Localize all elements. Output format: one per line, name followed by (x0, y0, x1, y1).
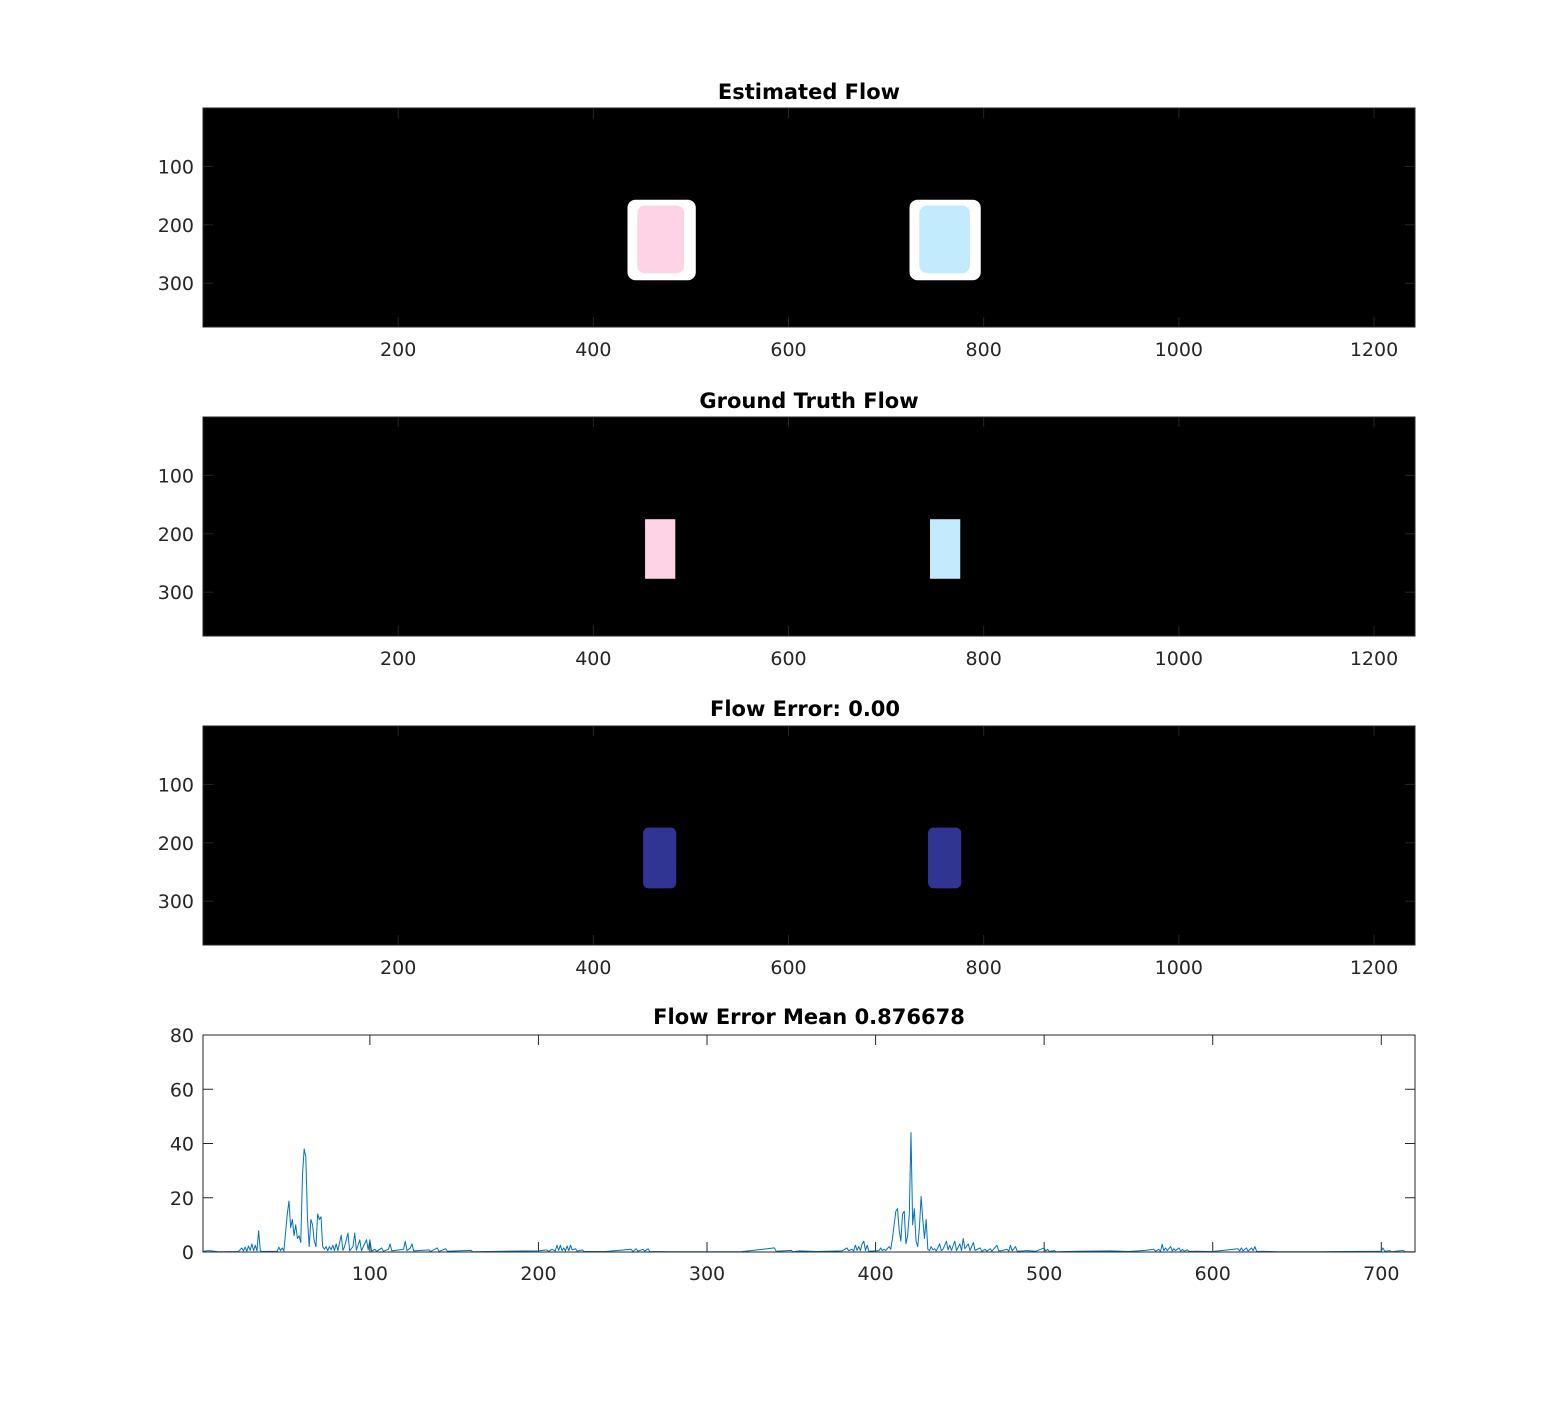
line-plot-background (203, 1035, 1415, 1252)
flow-blob (928, 827, 962, 889)
x-tick-label: 100 (352, 1263, 388, 1285)
flow-blob (643, 827, 677, 889)
y-tick-label: 200 (158, 524, 194, 546)
x-tick-label: 700 (1363, 1263, 1399, 1285)
ground-truth-flow-y-axis: 100 200 300 (158, 465, 1415, 604)
x-tick-label: 800 (966, 648, 1002, 670)
x-tick-label: 1200 (1350, 957, 1398, 979)
x-tick-label: 600 (770, 648, 806, 670)
flow-error-title: Flow Error: 0.00 (710, 697, 900, 721)
x-tick-label: 300 (689, 1263, 725, 1285)
y-tick-label: 200 (158, 833, 194, 855)
estimated-flow-panel: Estimated Flow 200 400 600 800 1000 1200 100 2… (158, 80, 1416, 361)
estimated-flow-title: Estimated Flow (718, 80, 900, 104)
y-tick-label: 300 (158, 891, 194, 913)
x-tick-label: 500 (1026, 1263, 1062, 1285)
line-plot-frame (202, 1034, 1416, 1253)
image-background (203, 726, 1415, 945)
x-tick-label: 200 (380, 648, 416, 670)
flow-blob (637, 205, 685, 274)
flow-blob (919, 205, 971, 274)
y-tick-label: 40 (170, 1134, 194, 1156)
x-tick-label: 600 (770, 339, 806, 361)
y-tick-label: 80 (170, 1025, 194, 1047)
x-tick-label: 400 (575, 339, 611, 361)
flow-error-mean-x-axis: 100 200 300 400 500 600 700 (352, 1263, 1400, 1285)
y-tick-label: 200 (158, 215, 194, 237)
flow-error-x-axis: 200 400 600 800 1000 1200 (380, 726, 1398, 979)
image-frame (202, 416, 1416, 637)
estimated-flow-x-axis: 200 400 600 800 1000 1200 (380, 108, 1398, 361)
y-tick-label: 300 (158, 582, 194, 604)
y-tick-label: 0 (182, 1242, 194, 1264)
y-tick-label: 20 (170, 1188, 194, 1210)
x-tick-label: 400 (857, 1263, 893, 1285)
y-tick-label: 60 (170, 1079, 194, 1101)
estimated-flow-y-axis: 100 200 300 (158, 156, 1415, 295)
flow-blob (645, 519, 676, 579)
flow-error-y-axis: 100 200 300 (158, 774, 1415, 913)
x-tick-label: 800 (966, 339, 1002, 361)
x-tick-label: 1200 (1350, 648, 1398, 670)
flow-error-mean-y-axis: 0 20 40 60 80 (170, 1025, 194, 1264)
x-tick-label: 200 (380, 957, 416, 979)
x-tick-label: 400 (575, 957, 611, 979)
x-tick-label: 200 (380, 339, 416, 361)
y-tick-label: 100 (158, 465, 194, 487)
image-frame (202, 725, 1416, 946)
x-tick-label: 800 (966, 957, 1002, 979)
x-tick-label: 1000 (1155, 339, 1203, 361)
x-tick-label: 600 (1195, 1263, 1231, 1285)
ground-truth-flow-title: Ground Truth Flow (699, 389, 918, 413)
y-tick-label: 100 (158, 774, 194, 796)
ground-truth-flow-panel: Ground Truth Flow 200 400 600 800 1000 1200 1… (158, 389, 1416, 670)
flow-error-series-line (202, 1132, 1415, 1253)
x-tick-label: 1000 (1155, 648, 1203, 670)
flow-error-mean-title: Flow Error Mean 0.876678 (653, 1005, 965, 1029)
ground-truth-flow-x-axis: 200 400 600 800 1000 1200 (380, 417, 1398, 670)
flow-blob (930, 519, 961, 579)
flow-error-mean-panel: Flow Error Mean 0.876678 100 200 300 400 500… (170, 1005, 1416, 1285)
x-tick-label: 1000 (1155, 957, 1203, 979)
x-tick-label: 600 (770, 957, 806, 979)
x-tick-label: 200 (520, 1263, 556, 1285)
x-tick-label: 1200 (1350, 339, 1398, 361)
image-background (203, 108, 1415, 327)
image-background (203, 417, 1415, 636)
y-tick-label: 100 (158, 156, 194, 178)
y-tick-label: 300 (158, 273, 194, 295)
image-frame (202, 107, 1416, 328)
flow-error-panel: Flow Error: 0.00 200 400 600 800 1000 1200 10… (158, 697, 1416, 979)
x-tick-label: 400 (575, 648, 611, 670)
